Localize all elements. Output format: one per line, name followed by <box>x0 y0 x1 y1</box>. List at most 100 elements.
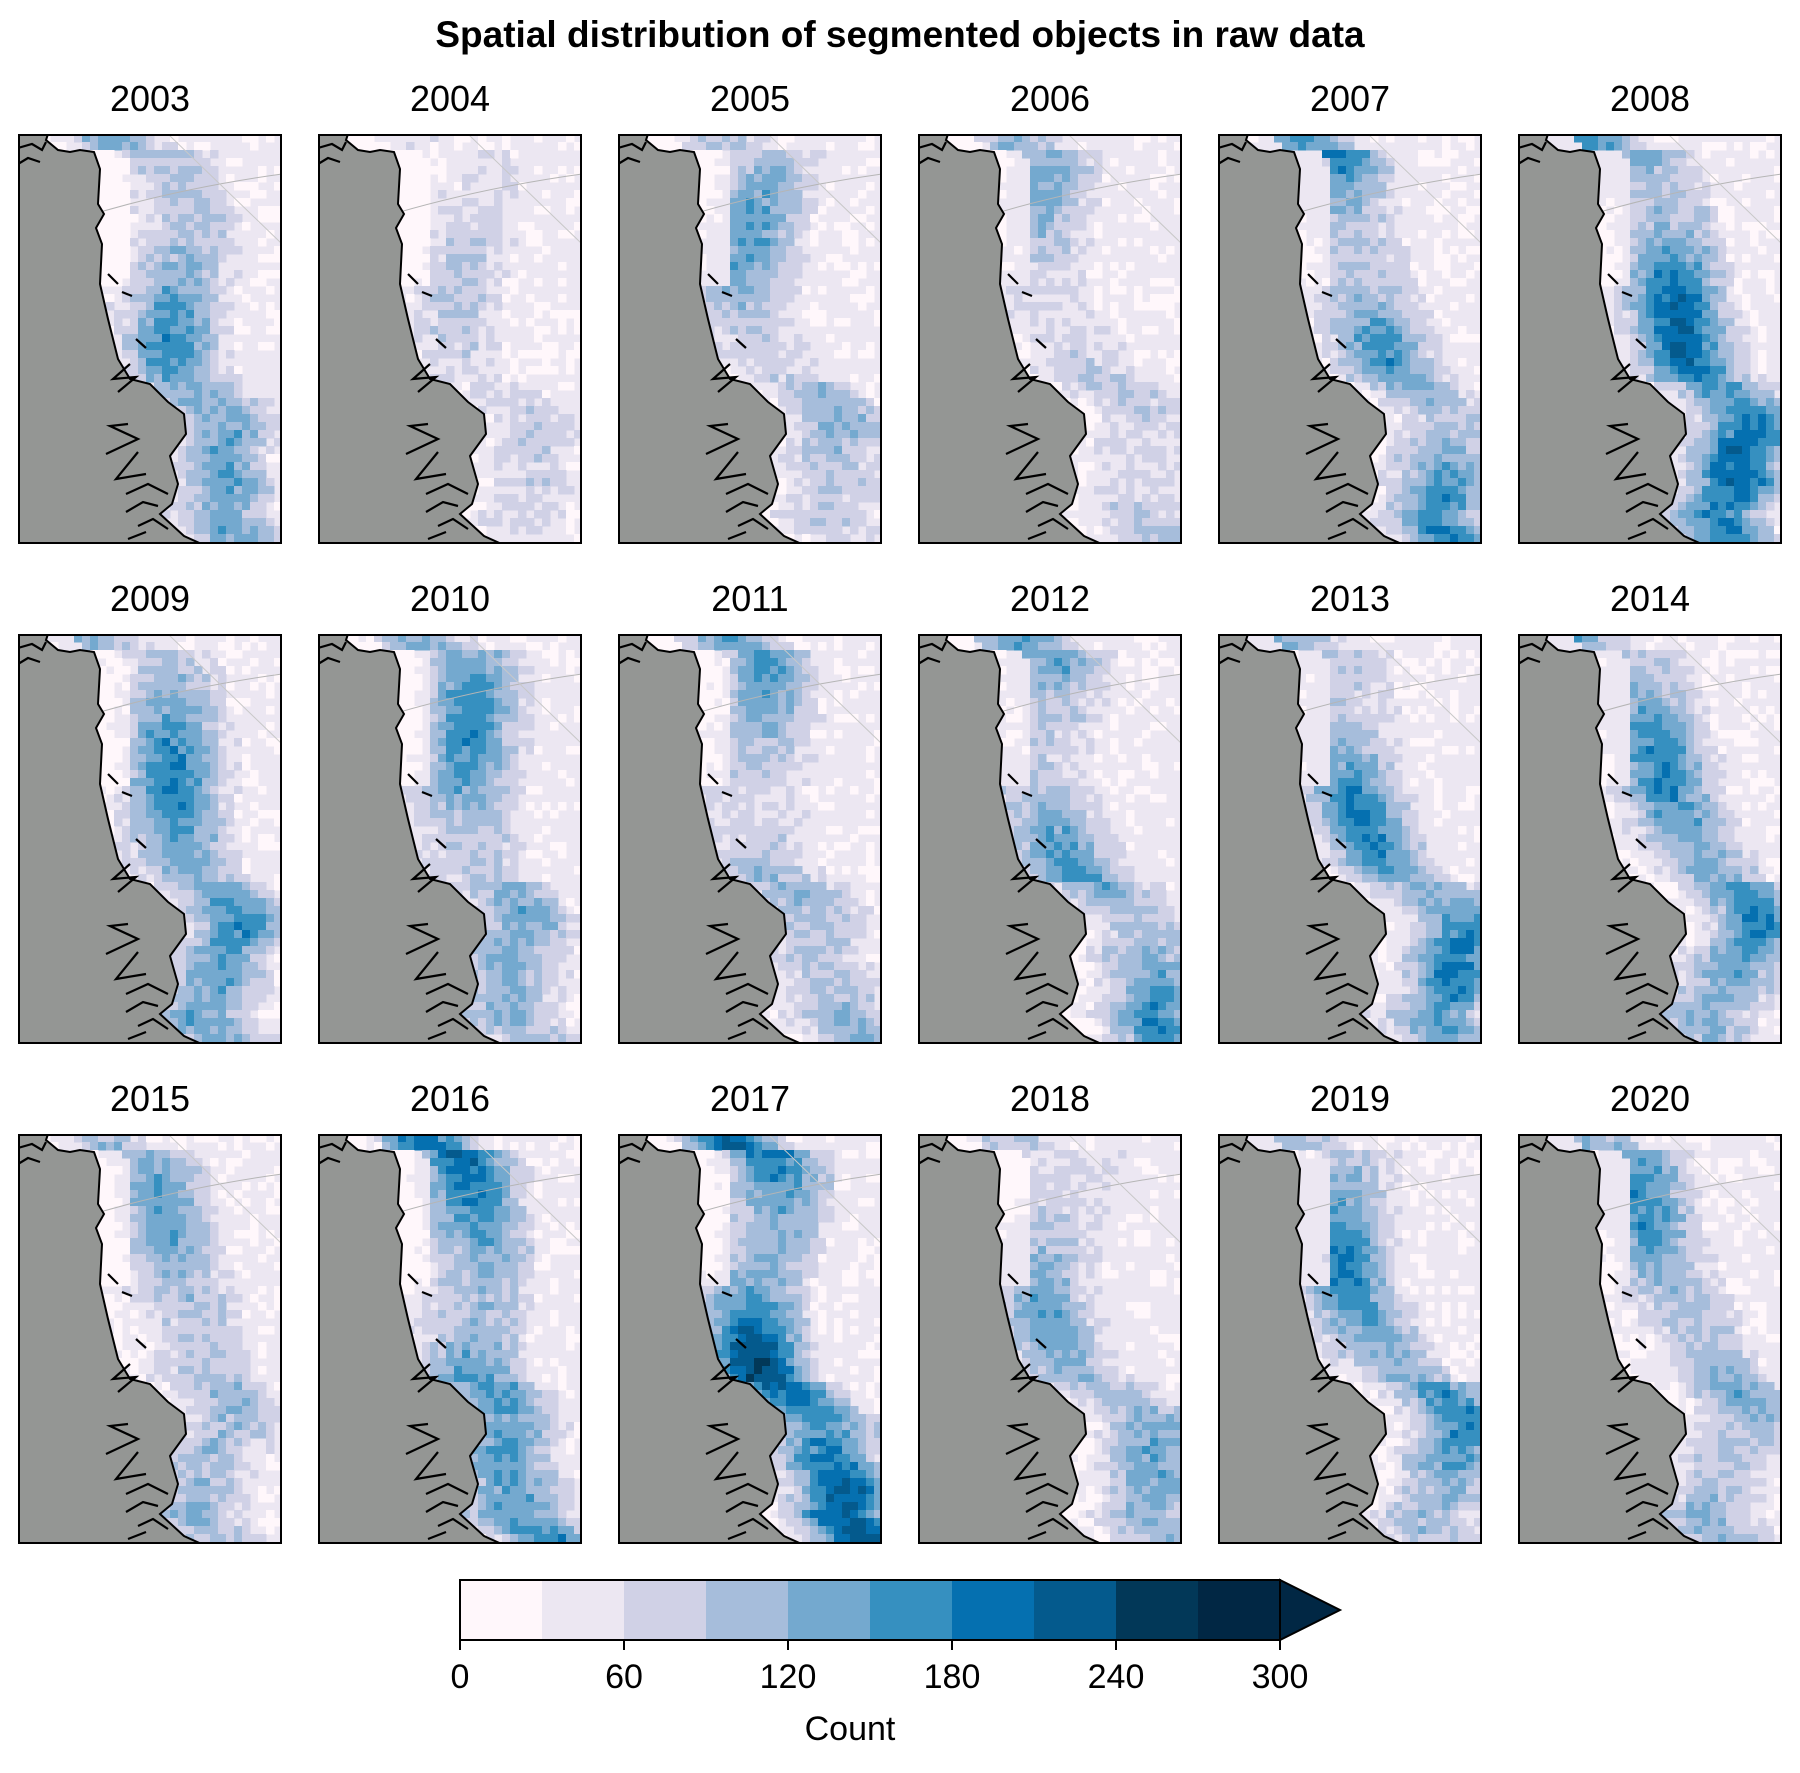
heatmap-cell <box>250 454 259 463</box>
heatmap-cell <box>186 890 195 899</box>
heatmap-cell <box>202 446 211 455</box>
heatmap-cell <box>186 414 195 423</box>
heatmap-cell <box>486 642 495 651</box>
heatmap-cell <box>1410 286 1419 295</box>
heatmap-cell <box>1410 494 1419 503</box>
heatmap-cell <box>494 198 503 207</box>
heatmap-cell <box>1702 142 1711 151</box>
heatmap-cell <box>1314 294 1323 303</box>
heatmap-cell <box>566 174 575 183</box>
heatmap-cell <box>250 414 259 423</box>
heatmap-cell <box>1434 206 1443 215</box>
heatmap-cell <box>1290 142 1299 151</box>
heatmap-cell <box>1654 174 1663 183</box>
heatmap-cell <box>526 478 535 487</box>
heatmap-cell <box>210 206 219 215</box>
heatmap-cell <box>1110 286 1119 295</box>
heatmap-cell <box>494 222 503 231</box>
heatmap-cell <box>130 794 139 803</box>
heatmap-cell <box>218 922 227 931</box>
heatmap-cell <box>90 634 99 643</box>
heatmap-cell <box>1734 438 1743 447</box>
heatmap-cell <box>502 142 511 151</box>
heatmap-cell <box>1582 142 1591 151</box>
heatmap-cell <box>1378 190 1387 199</box>
heatmap-cell <box>730 302 739 311</box>
heatmap-cell <box>114 318 123 327</box>
heatmap-cell <box>226 494 235 503</box>
heatmap-cell <box>1686 214 1695 223</box>
heatmap-cell <box>226 246 235 255</box>
heatmap-cell <box>1134 518 1143 527</box>
heatmap-cell <box>754 206 763 215</box>
heatmap-cell <box>130 366 139 375</box>
heatmap-cell <box>810 198 819 207</box>
heatmap-cell <box>1458 414 1467 423</box>
heatmap-cell <box>754 278 763 287</box>
heatmap-cell <box>98 198 107 207</box>
heatmap-cell <box>1338 246 1347 255</box>
heatmap-cell <box>202 502 211 511</box>
heatmap-cell <box>1710 526 1719 535</box>
heatmap-cell <box>1458 486 1467 495</box>
heatmap-cell <box>234 994 243 1003</box>
heatmap-cell <box>1750 470 1759 479</box>
heatmap-cell <box>1134 390 1143 399</box>
heatmap-cell <box>1166 534 1175 543</box>
heatmap-cell <box>1386 526 1395 535</box>
heatmap-cell <box>706 174 715 183</box>
heatmap-cell <box>794 494 803 503</box>
heatmap-cell <box>154 246 163 255</box>
heatmap-cell <box>794 166 803 175</box>
heatmap-cell <box>1322 142 1331 151</box>
heatmap-cell <box>430 246 439 255</box>
heatmap-cell <box>1686 478 1695 487</box>
heatmap-cell <box>810 214 819 223</box>
heatmap-cell <box>178 946 187 955</box>
heatmap-cell <box>1046 158 1055 167</box>
fjord-line <box>427 530 447 541</box>
heatmap-cell <box>462 682 471 691</box>
heatmap-cell <box>154 342 163 351</box>
heatmap-cell <box>186 366 195 375</box>
fjord-line <box>1035 338 1047 349</box>
heatmap-cell <box>430 666 439 675</box>
heatmap-cell <box>146 762 155 771</box>
heatmap-cell <box>1078 470 1087 479</box>
heatmap-cell <box>1338 166 1347 175</box>
heatmap-cell <box>218 914 227 923</box>
heatmap-cell <box>162 658 171 667</box>
heatmap-cell <box>202 698 211 707</box>
heatmap-cell <box>194 302 203 311</box>
heatmap-cell <box>794 198 803 207</box>
heatmap-cell <box>770 246 779 255</box>
heatmap-cell <box>874 406 882 415</box>
heatmap-cell <box>1458 334 1467 343</box>
heatmap-cell <box>770 294 779 303</box>
heatmap-cell <box>770 182 779 191</box>
heatmap-cell <box>258 946 267 955</box>
heatmap-cell <box>1330 190 1339 199</box>
heatmap-cell <box>138 134 147 143</box>
heatmap-cell <box>226 930 235 939</box>
heatmap-cell <box>510 358 519 367</box>
heatmap-cell <box>550 350 559 359</box>
heatmap-cell <box>1742 382 1751 391</box>
heatmap-cell <box>146 746 155 755</box>
heatmap-cell <box>1142 206 1151 215</box>
heatmap-cell <box>730 222 739 231</box>
heatmap-cell <box>250 938 259 947</box>
heatmap-cell <box>1402 454 1411 463</box>
heatmap-cell <box>558 230 567 239</box>
heatmap-cell <box>1474 454 1482 463</box>
heatmap-cell <box>430 706 439 715</box>
heatmap-cell <box>1442 478 1451 487</box>
heatmap-cell <box>1134 446 1143 455</box>
heatmap-cell <box>558 382 567 391</box>
heatmap-cell <box>1370 238 1379 247</box>
heatmap-cell <box>106 770 115 779</box>
heatmap-cell <box>502 650 511 659</box>
heatmap-cell <box>1322 150 1331 159</box>
heatmap-cell <box>1686 358 1695 367</box>
heatmap-cell <box>1386 302 1395 311</box>
